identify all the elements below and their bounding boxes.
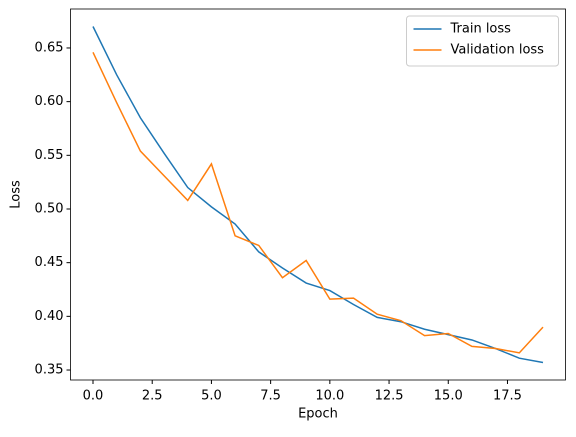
- x-tick-label: 12.5: [375, 389, 404, 404]
- y-tick-label: 0.65: [35, 40, 64, 55]
- x-tick-label: 2.5: [142, 389, 163, 404]
- legend-label: Train loss: [450, 22, 512, 37]
- legend-label: Validation loss: [451, 43, 545, 58]
- y-tick-label: 0.40: [35, 309, 64, 324]
- line: [92, 51, 544, 354]
- y-tick-label: 0.45: [35, 255, 64, 270]
- y-tick-label: 0.50: [35, 201, 64, 216]
- y-tick-label: 0.55: [35, 148, 64, 163]
- x-tick-label: 15.0: [434, 389, 463, 404]
- y-tick-label: 0.60: [35, 94, 64, 109]
- x-tick-label: 5.0: [201, 389, 222, 404]
- x-axis-label: Epoch: [298, 407, 338, 422]
- line: [92, 26, 544, 364]
- y-axis-label: Loss: [9, 180, 24, 209]
- x-tick-label: 10.0: [315, 389, 344, 404]
- y-tick-label: 0.35: [35, 363, 64, 378]
- plot-frame: [70, 8, 566, 381]
- legend-box: [406, 15, 559, 67]
- x-tick-label: 0.0: [83, 389, 104, 404]
- x-tick-label: 17.5: [493, 389, 522, 404]
- x-tick-label: 7.5: [260, 389, 281, 404]
